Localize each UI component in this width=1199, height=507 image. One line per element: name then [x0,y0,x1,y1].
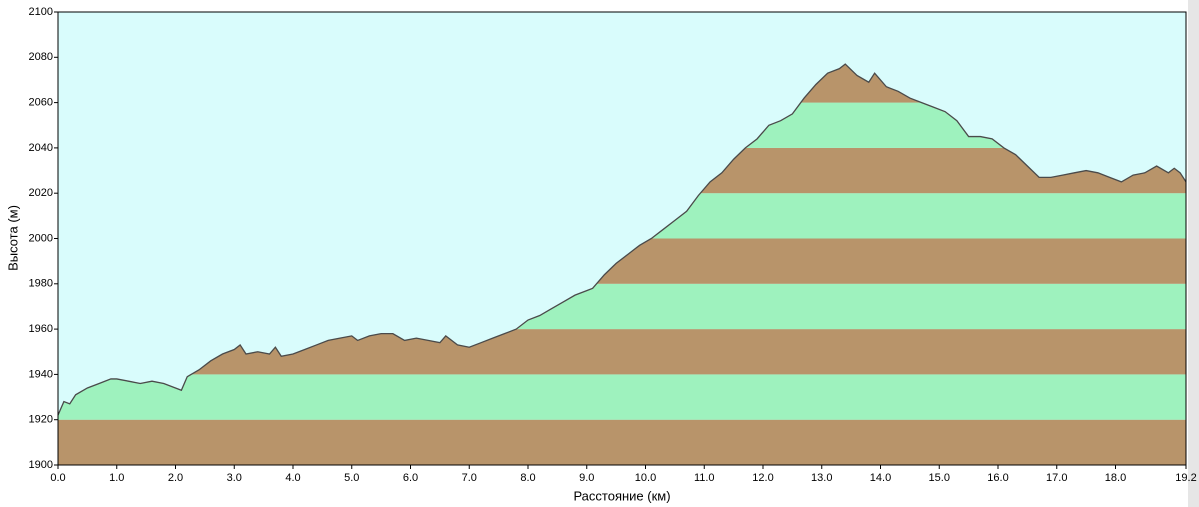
y-tick-label: 2060 [29,97,53,109]
y-axis-label: Высота (м) [5,205,20,271]
y-tick-label: 1940 [29,368,53,380]
y-tick-label: 2040 [29,142,53,154]
y-tick-label: 2020 [29,187,53,199]
x-tick-label: 0.0 [50,472,65,484]
x-tick-label: 17.0 [1046,472,1067,484]
y-tick-label: 2080 [29,51,53,63]
x-tick-label: 15.0 [929,472,950,484]
x-tick-label: 1.0 [109,472,124,484]
x-axis-label: Расстояние (км) [573,488,670,503]
elevation-band [58,374,1186,420]
x-tick-label: 8.0 [520,472,535,484]
x-tick-label: 5.0 [344,472,359,484]
y-tick-label: 1980 [29,278,53,290]
y-tick-label: 1960 [29,323,53,335]
y-tick-label: 2000 [29,232,53,244]
x-tick-label: 12.0 [752,472,773,484]
x-tick-label: 18.0 [1105,472,1126,484]
x-tick-label: 14.0 [870,472,891,484]
y-tick-label: 1920 [29,414,53,426]
scroll-strip [1188,0,1199,507]
x-tick-label: 4.0 [285,472,300,484]
x-tick-label: 16.0 [987,472,1008,484]
x-tick-label: 7.0 [462,472,477,484]
x-tick-label: 13.0 [811,472,832,484]
profile-line [57,63,1187,416]
elevation-band [58,419,1186,465]
x-tick-label: 19.2 [1175,472,1196,484]
y-tick-label: 1900 [29,459,53,471]
x-tick-label: 6.0 [403,472,418,484]
x-tick-label: 2.0 [168,472,183,484]
x-tick-label: 3.0 [227,472,242,484]
y-tick-label: 2100 [29,6,53,18]
x-tick-label: 10.0 [635,472,656,484]
x-tick-label: 11.0 [694,472,715,484]
x-tick-label: 9.0 [579,472,594,484]
